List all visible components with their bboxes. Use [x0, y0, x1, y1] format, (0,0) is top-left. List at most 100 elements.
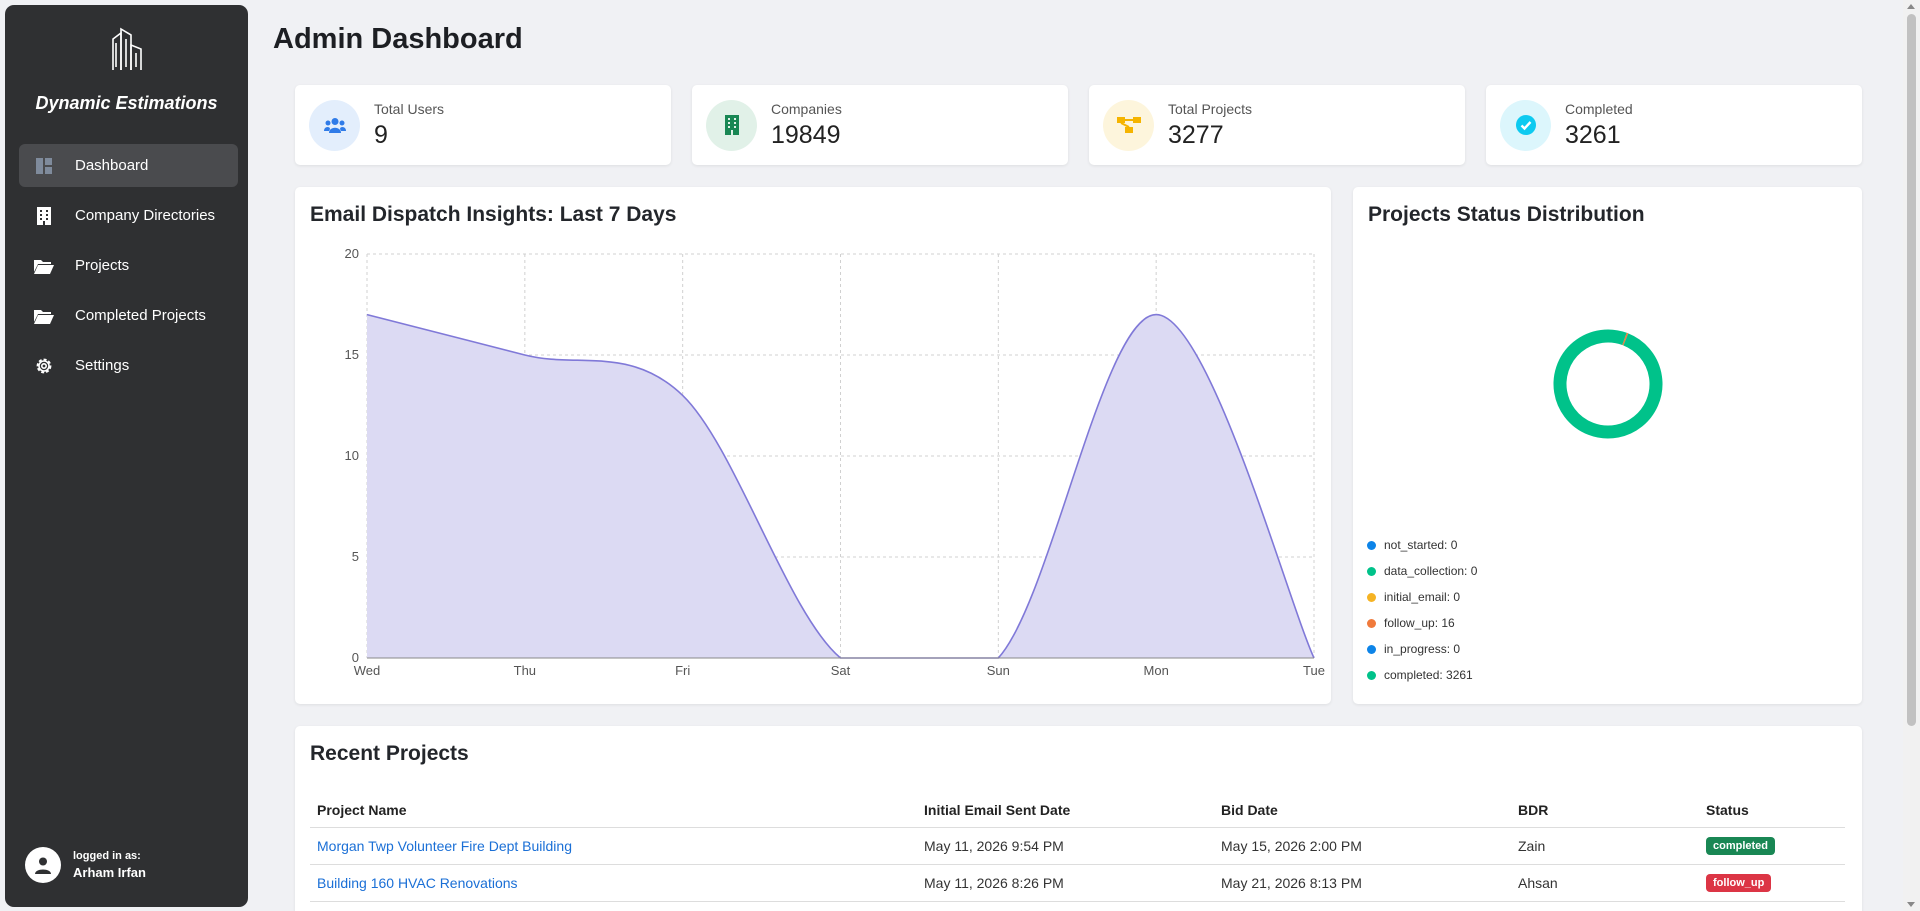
sidebar-item-label: Dashboard: [75, 157, 149, 174]
table-row: Building 160 HVAC Renovations May 11, 20…: [310, 864, 1845, 902]
user-icon: [35, 857, 51, 874]
column-header-bdr[interactable]: BDR: [1511, 794, 1699, 828]
sidebar-item-completed-projects[interactable]: Completed Projects: [19, 294, 238, 337]
y-tick-label: 10: [345, 448, 359, 463]
stat-card-total-users: Total Users 9: [295, 85, 671, 165]
building-icon: [706, 99, 757, 151]
legend-label: completed: 3261: [1384, 668, 1473, 682]
page-scrollbar[interactable]: [1903, 0, 1920, 911]
y-tick-label: 0: [352, 650, 359, 665]
legend-item[interactable]: initial_email: 0: [1367, 584, 1477, 610]
x-tick-label: Tue: [1303, 663, 1325, 678]
donut-slice-completed: [1553, 329, 1663, 439]
initial-email-date: May 11, 2026 9:54 PM: [917, 827, 1214, 865]
x-tick-label: Sun: [987, 663, 1010, 678]
buildings-logo-icon: [111, 27, 142, 70]
status-chart-title: Projects Status Distribution: [1368, 203, 1645, 226]
stat-label: Completed: [1565, 100, 1633, 117]
stat-card-companies: Companies 19849: [692, 85, 1068, 165]
email-dispatch-card: Email Dispatch Insights: Last 7 Days 0 5 1…: [295, 187, 1331, 704]
legend-item[interactable]: in_progress: 0: [1367, 636, 1477, 662]
email-dispatch-chart: 0 5 10 15 20 Wed Thu Fri Sat Sun Mon Tue: [345, 246, 1325, 678]
project-link[interactable]: Morgan Twp Volunteer Fire Dept Building: [317, 837, 572, 854]
sidebar-item-company-directories[interactable]: Company Directories: [19, 194, 238, 237]
column-header-bid-date[interactable]: Bid Date: [1214, 794, 1511, 828]
email-chart-title: Email Dispatch Insights: Last 7 Days: [310, 203, 677, 226]
bid-date: May 15, 2026 2:00 PM: [1214, 827, 1511, 865]
avatar: [25, 847, 61, 883]
status-distribution-card: Projects Status Distribution not_started…: [1353, 187, 1862, 704]
status-legend: not_started: 0 data_collection: 0 initia…: [1367, 532, 1477, 688]
legend-dot: [1367, 644, 1376, 654]
column-header-initial-email[interactable]: Initial Email Sent Date: [917, 794, 1214, 828]
legend-dot: [1367, 566, 1376, 576]
folder-open-icon: [33, 255, 55, 277]
table-header-row: Project Name Initial Email Sent Date Bid…: [310, 794, 1845, 828]
legend-label: not_started: 0: [1384, 538, 1458, 552]
building-icon: [33, 205, 55, 227]
sidebar-item-label: Completed Projects: [75, 307, 206, 324]
legend-dot: [1367, 670, 1376, 680]
brand-name: Dynamic Estimations: [35, 93, 218, 113]
scrollbar-thumb[interactable]: [1907, 14, 1916, 726]
stat-card-total-projects: Total Projects 3277: [1089, 85, 1465, 165]
table-cell: [1214, 901, 1511, 911]
legend-label: initial_email: 0: [1384, 590, 1461, 604]
stat-value: 3277: [1168, 120, 1224, 149]
area-fill: [367, 314, 1314, 658]
sidebar-item-dashboard[interactable]: Dashboard: [19, 144, 238, 187]
legend-label: data_collection: 0: [1384, 564, 1478, 578]
logged-in-caption: logged in as:: [73, 850, 141, 862]
scroll-up-arrow-icon[interactable]: [1907, 4, 1915, 9]
user-name: Arham Irfan: [73, 865, 146, 880]
initial-email-date: May 11, 2026 8:26 PM: [917, 864, 1214, 902]
x-tick-label: Thu: [514, 663, 536, 678]
bdr-name: Zain: [1511, 827, 1699, 865]
logged-in-user[interactable]: logged in as: Arham Irfan: [25, 847, 146, 883]
column-header-project-name[interactable]: Project Name: [310, 794, 917, 828]
project-link[interactable]: Building 160 HVAC Renovations: [317, 874, 518, 891]
legend-dot: [1367, 592, 1376, 602]
gear-icon: [33, 355, 55, 377]
status-donut-chart: [1553, 329, 1663, 439]
check-circle-icon: [1500, 99, 1551, 151]
table-row: Morgan Twp Volunteer Fire Dept Building …: [310, 827, 1845, 865]
stat-label: Companies: [771, 100, 842, 117]
x-tick-label: Sat: [831, 663, 851, 678]
x-tick-label: Fri: [675, 663, 690, 678]
scroll-down-arrow-icon[interactable]: [1907, 902, 1915, 907]
users-icon: [309, 99, 360, 151]
legend-item[interactable]: follow_up: 16: [1367, 610, 1477, 636]
x-tick-label: Mon: [1144, 663, 1169, 678]
table-cell: [1511, 901, 1699, 911]
legend-label: follow_up: 16: [1384, 616, 1455, 630]
stat-card-completed: Completed 3261: [1486, 85, 1862, 165]
recent-projects-title: Recent Projects: [310, 742, 469, 765]
y-tick-label: 15: [345, 347, 359, 362]
donut-slice-follow_up: [1622, 332, 1629, 346]
y-tick-label: 20: [345, 246, 359, 261]
table-cell: [310, 901, 917, 911]
legend-item[interactable]: completed: 3261: [1367, 662, 1477, 688]
table-row: [310, 901, 1845, 911]
sidebar-item-label: Settings: [75, 357, 130, 374]
legend-dot: [1367, 618, 1376, 628]
stat-value: 9: [374, 120, 388, 149]
sidebar: Dynamic Estimations Dashboard Company Di…: [5, 5, 248, 907]
legend-item[interactable]: data_collection: 0: [1367, 558, 1477, 584]
logo: [5, 27, 248, 71]
bdr-name: Ahsan: [1511, 864, 1699, 902]
status-badge: completed: [1706, 837, 1776, 855]
sidebar-item-projects[interactable]: Projects: [19, 244, 238, 287]
recent-projects-table: Project Name Initial Email Sent Date Bid…: [310, 794, 1845, 911]
legend-dot: [1367, 540, 1376, 550]
folder-open-icon: [33, 305, 55, 327]
sidebar-item-settings[interactable]: Settings: [19, 344, 238, 387]
column-header-status[interactable]: Status: [1699, 794, 1845, 828]
sidebar-item-label: Projects: [75, 257, 130, 274]
stat-value: 19849: [771, 120, 841, 149]
status-badge: follow_up: [1706, 874, 1772, 892]
stat-label: Total Users: [374, 100, 445, 117]
legend-item[interactable]: not_started: 0: [1367, 532, 1477, 558]
sidebar-item-label: Company Directories: [75, 207, 216, 224]
